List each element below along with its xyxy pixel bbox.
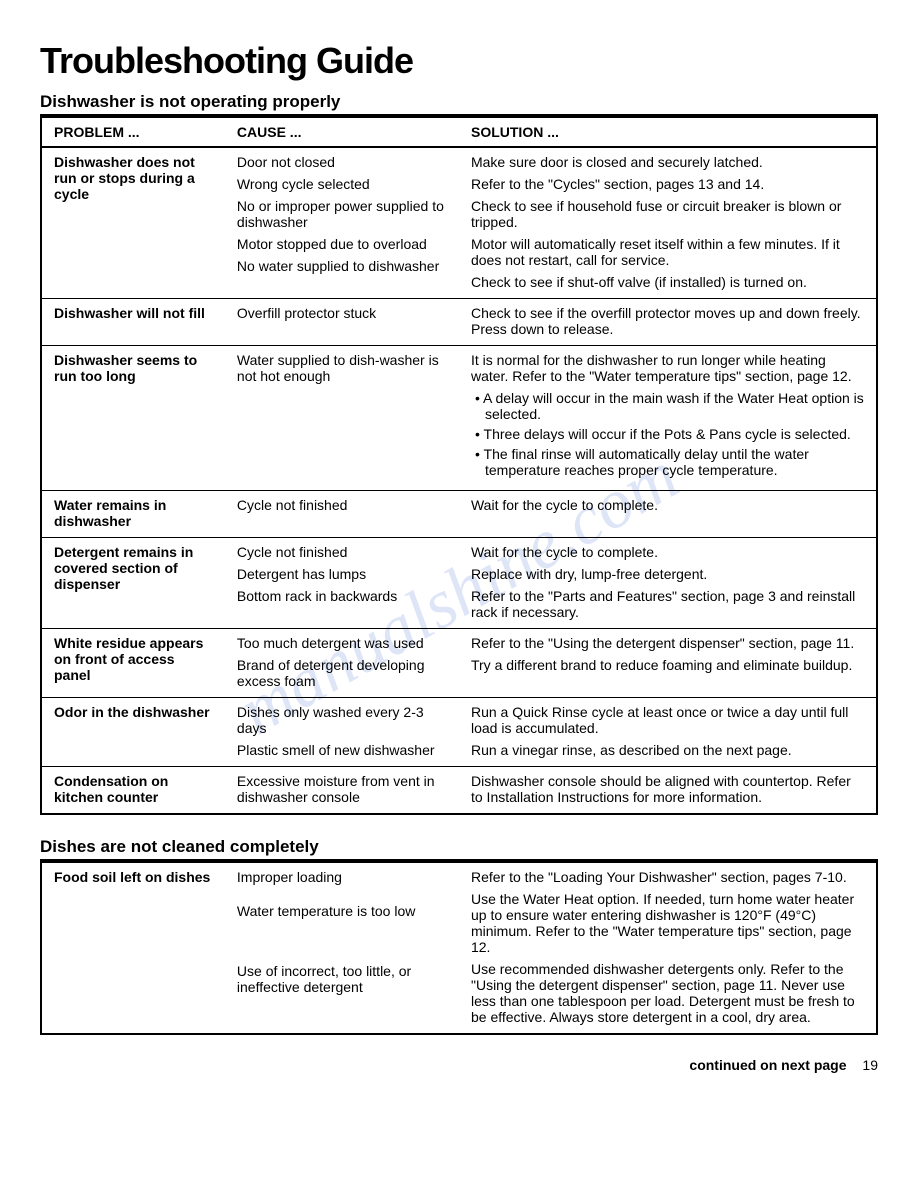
page-content: Troubleshooting Guide Dishwasher is not … xyxy=(40,40,878,1073)
cause-cell: Cycle not finished xyxy=(225,491,459,538)
solution-cell: Dishwasher console should be aligned wit… xyxy=(459,767,877,815)
solution-text: Check to see if the overfill protector m… xyxy=(471,305,864,337)
cause-cell: Water supplied to dish-washer is not hot… xyxy=(225,346,459,491)
page-footer: continued on next page 19 xyxy=(40,1057,878,1073)
solution-cell: Wait for the cycle to complete. xyxy=(459,491,877,538)
continued-text: continued on next page xyxy=(689,1057,846,1073)
solution-text: Check to see if household fuse or circui… xyxy=(471,198,864,230)
table-row: White residue appears on front of access… xyxy=(41,629,877,698)
table-row: Water remains in dishwasher Cycle not fi… xyxy=(41,491,877,538)
cause-text: Detergent has lumps xyxy=(237,566,447,582)
solution-cell: Refer to the "Using the detergent dispen… xyxy=(459,629,877,698)
cause-text: Too much detergent was used xyxy=(237,635,447,651)
cause-text: Dishes only washed every 2-3 days xyxy=(237,704,447,736)
solution-bullet: A delay will occur in the main wash if t… xyxy=(471,390,864,422)
cause-text: Bottom rack in backwards xyxy=(237,588,447,604)
cause-cell: Overfill protector stuck xyxy=(225,299,459,346)
table-row: Dishwasher does not run or stops during … xyxy=(41,147,877,299)
cause-text: Brand of detergent developing excess foa… xyxy=(237,657,447,689)
cause-text: Water temperature is too low xyxy=(237,903,447,919)
solution-cell: Check to see if the overfill protector m… xyxy=(459,299,877,346)
cause-text: Cycle not finished xyxy=(237,544,447,560)
problem-cell: Odor in the dishwasher xyxy=(41,698,225,767)
cause-text: Excessive moisture from vent in dishwash… xyxy=(237,773,447,805)
solution-text: Refer to the "Cycles" section, pages 13 … xyxy=(471,176,864,192)
solution-text: Motor will automatically reset itself wi… xyxy=(471,236,864,268)
table-row: Condensation on kitchen counter Excessiv… xyxy=(41,767,877,815)
solution-text: Refer to the "Using the detergent dispen… xyxy=(471,635,864,651)
solution-text: Run a Quick Rinse cycle at least once or… xyxy=(471,704,864,736)
solution-text: Use the Water Heat option. If needed, tu… xyxy=(471,891,864,955)
cause-text: Door not closed xyxy=(237,154,447,170)
header-cause: CAUSE ... xyxy=(225,117,459,147)
table-row: Food soil left on dishes Improper loadin… xyxy=(41,862,877,1034)
solution-text: Refer to the "Parts and Features" sectio… xyxy=(471,588,864,620)
solution-cell: Make sure door is closed and securely la… xyxy=(459,147,877,299)
solution-text: Refer to the "Loading Your Dishwasher" s… xyxy=(471,869,864,885)
problem-cell: Condensation on kitchen counter xyxy=(41,767,225,815)
cause-cell: Dishes only washed every 2-3 days Plasti… xyxy=(225,698,459,767)
cause-cell: Door not closed Wrong cycle selected No … xyxy=(225,147,459,299)
problem-cell: White residue appears on front of access… xyxy=(41,629,225,698)
cause-text: Motor stopped due to overload xyxy=(237,236,447,252)
solution-text: Run a vinegar rinse, as described on the… xyxy=(471,742,864,758)
solution-bullet: Three delays will occur if the Pots & Pa… xyxy=(471,426,864,442)
solution-text: It is normal for the dishwasher to run l… xyxy=(471,352,864,384)
solution-text: Use recommended dishwasher detergents on… xyxy=(471,961,864,1025)
cause-text: Use of incorrect, too little, or ineffec… xyxy=(237,963,447,995)
table-row: Detergent remains in covered section of … xyxy=(41,538,877,629)
table-row: Dishwasher seems to run too long Water s… xyxy=(41,346,877,491)
header-problem: PROBLEM ... xyxy=(41,117,225,147)
solution-text: Try a different brand to reduce foaming … xyxy=(471,657,864,673)
solution-text: Check to see if shut-off valve (if insta… xyxy=(471,274,864,290)
problem-cell: Dishwasher does not run or stops during … xyxy=(41,147,225,299)
table-row: Odor in the dishwasher Dishes only washe… xyxy=(41,698,877,767)
table-row: Dishwasher will not fill Overfill protec… xyxy=(41,299,877,346)
cause-cell: Improper loading Water temperature is to… xyxy=(225,862,459,1034)
cause-text: Water supplied to dish-washer is not hot… xyxy=(237,352,447,384)
troubleshoot-table-dishes: Food soil left on dishes Improper loadin… xyxy=(40,861,878,1035)
troubleshoot-table-operating: PROBLEM ... CAUSE ... SOLUTION ... Dishw… xyxy=(40,116,878,815)
solution-text: Make sure door is closed and securely la… xyxy=(471,154,864,170)
cause-text: Improper loading xyxy=(237,869,447,885)
cause-text: Wrong cycle selected xyxy=(237,176,447,192)
problem-cell: Dishwasher seems to run too long xyxy=(41,346,225,491)
cause-text: Cycle not finished xyxy=(237,497,447,513)
solution-cell: Refer to the "Loading Your Dishwasher" s… xyxy=(459,862,877,1034)
section-heading-dishes: Dishes are not cleaned completely xyxy=(40,837,878,861)
cause-cell: Excessive moisture from vent in dishwash… xyxy=(225,767,459,815)
solution-text: Replace with dry, lump-free detergent. xyxy=(471,566,864,582)
page-number: 19 xyxy=(862,1057,878,1073)
problem-cell: Water remains in dishwasher xyxy=(41,491,225,538)
cause-text: Overfill protector stuck xyxy=(237,305,447,321)
solution-text: Dishwasher console should be aligned wit… xyxy=(471,773,864,805)
problem-cell: Detergent remains in covered section of … xyxy=(41,538,225,629)
cause-cell: Cycle not finished Detergent has lumps B… xyxy=(225,538,459,629)
cause-text: No water supplied to dishwasher xyxy=(237,258,447,274)
page-title: Troubleshooting Guide xyxy=(40,40,878,82)
cause-text: No or improper power supplied to dishwas… xyxy=(237,198,447,230)
solution-text: Wait for the cycle to complete. xyxy=(471,497,864,513)
section-heading-operating: Dishwasher is not operating properly xyxy=(40,92,878,116)
problem-cell: Food soil left on dishes xyxy=(41,862,225,1034)
solution-cell: Run a Quick Rinse cycle at least once or… xyxy=(459,698,877,767)
solution-text: Wait for the cycle to complete. xyxy=(471,544,864,560)
solution-cell: Wait for the cycle to complete. Replace … xyxy=(459,538,877,629)
cause-cell: Too much detergent was used Brand of det… xyxy=(225,629,459,698)
problem-cell: Dishwasher will not fill xyxy=(41,299,225,346)
header-solution: SOLUTION ... xyxy=(459,117,877,147)
solution-bullet: The final rinse will automatically delay… xyxy=(471,446,864,478)
solution-cell: It is normal for the dishwasher to run l… xyxy=(459,346,877,491)
cause-text: Plastic smell of new dishwasher xyxy=(237,742,447,758)
